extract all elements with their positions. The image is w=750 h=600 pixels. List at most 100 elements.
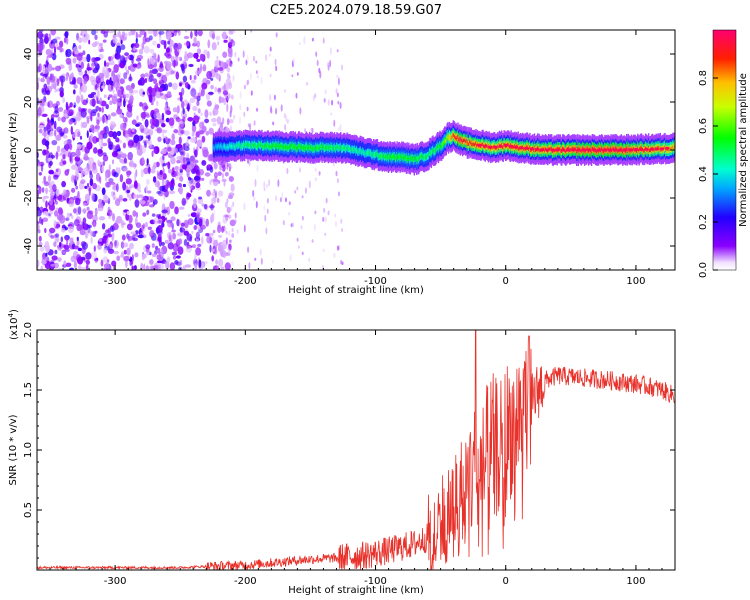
heatmap-noise-cell xyxy=(51,255,58,261)
heatmap-noise-cell xyxy=(84,146,90,154)
heatmap-noise-cell xyxy=(37,81,40,90)
heatmap-noise-cell xyxy=(119,174,124,183)
heatmap-noise-cell xyxy=(178,185,183,195)
heatmap-ridge-cell xyxy=(472,142,475,147)
heatmap-noise-cell xyxy=(184,264,192,268)
heatmap-noise-cell xyxy=(123,98,126,108)
heatmap-noise-cell xyxy=(107,138,111,144)
heatmap-noise-cell xyxy=(220,266,225,270)
heatmap-noise-cell xyxy=(123,255,130,262)
heatmap-ridge-cell xyxy=(224,144,226,149)
heatmap-noise-cell xyxy=(116,108,123,115)
heatmap-ridge-cell xyxy=(299,146,301,150)
heatmap-ridge-cell xyxy=(669,147,672,151)
heatmap-noise-cell xyxy=(308,257,311,262)
heatmap-noise-cell xyxy=(89,124,95,132)
heatmap-ridge-cell xyxy=(440,144,443,149)
heatmap-noise-cell xyxy=(269,73,272,78)
heatmap-ridge-cell xyxy=(428,153,430,157)
heatmap-noise-cell xyxy=(125,55,131,59)
heatmap-noise-cell xyxy=(157,236,162,242)
heatmap-ridge-cell xyxy=(672,145,674,149)
heatmap-noise-cell xyxy=(105,172,108,182)
heatmap-noise-cell xyxy=(255,70,258,74)
heatmap-noise-cell xyxy=(125,98,128,103)
heatmap-noise-cell xyxy=(211,42,217,51)
heatmap-noise-cell xyxy=(108,60,115,66)
heatmap-noise-cell xyxy=(126,189,131,194)
heatmap-noise-cell xyxy=(111,151,118,158)
heatmap-noise-cell xyxy=(314,167,317,172)
heatmap-noise-cell xyxy=(204,109,209,118)
heatmap-noise-cell xyxy=(143,141,147,146)
heatmap-ridge-cell xyxy=(351,147,354,152)
heatmap-noise-cell xyxy=(45,256,50,266)
heatmap-ridge-cell xyxy=(440,144,442,149)
heatmap-ridge-cell xyxy=(343,145,345,149)
heatmap-noise-cell xyxy=(49,73,55,77)
heatmap-noise-cell xyxy=(169,39,174,47)
heatmap-noise-cell xyxy=(223,39,228,43)
heatmap-noise-cell xyxy=(203,49,208,56)
heatmap-ridge-cell xyxy=(383,155,386,159)
heatmap-noise-cell xyxy=(247,123,250,128)
heatmap-ridge-peak xyxy=(519,146,524,150)
heatmap-noise-cell xyxy=(167,146,172,152)
heatmap-ridge-cell xyxy=(286,145,288,149)
heatmap-noise-cell xyxy=(53,241,57,247)
heatmap-ridge-cell xyxy=(670,146,672,150)
heatmap-noise-cell xyxy=(162,163,167,167)
heatmap-noise-cell xyxy=(107,209,113,217)
heatmap-ridge-cell xyxy=(359,148,361,152)
heatmap-noise-cell xyxy=(179,93,183,102)
heatmap-ridge-cell xyxy=(254,142,256,146)
heatmap-noise-cell xyxy=(180,151,184,155)
heatmap-noise-cell xyxy=(296,237,299,242)
heatmap-noise-cell xyxy=(152,52,157,57)
heatmap-ridge-cell xyxy=(522,146,525,151)
heatmap-noise-cell xyxy=(181,63,185,72)
heatmap-ridge-cell xyxy=(448,134,451,138)
heatmap-noise-cell xyxy=(91,215,98,222)
heatmap-noise-cell xyxy=(135,38,138,44)
heatmap-noise-cell xyxy=(148,139,153,149)
heatmap-ridge-cell xyxy=(568,146,570,151)
heatmap-noise-cell xyxy=(75,168,79,178)
heatmap-noise-cell xyxy=(68,199,75,207)
heatmap-ridge-cell xyxy=(429,150,431,154)
heatmap-noise-cell xyxy=(54,88,57,93)
heatmap-noise-cell xyxy=(86,67,93,71)
heatmap-noise-cell xyxy=(291,74,294,78)
heatmap-noise-cell xyxy=(82,167,89,176)
heatmap-noise-cell xyxy=(136,115,139,121)
heatmap-ridge-cell xyxy=(264,144,266,148)
heatmap-noise-cell xyxy=(176,105,180,114)
heatmap-ridge-peak xyxy=(503,143,508,147)
heatmap-noise-cell xyxy=(201,203,205,207)
heatmap-noise-cell xyxy=(334,213,337,218)
heatmap-noise-cell xyxy=(143,263,146,270)
heatmap-ridge-cell xyxy=(240,143,243,148)
heatmap-ridge-cell xyxy=(668,147,670,152)
heatmap-noise-cell xyxy=(156,214,161,218)
heatmap-noise-cell xyxy=(42,217,49,222)
heatmap-noise-cell xyxy=(56,126,63,133)
heatmap-noise-cell xyxy=(294,190,297,194)
heatmap-noise-cell xyxy=(125,178,132,185)
heatmap-noise-cell xyxy=(156,127,163,134)
heatmap-noise-cell xyxy=(312,95,315,102)
heatmap-noise-cell xyxy=(93,147,98,154)
heatmap-ridge-cell xyxy=(601,147,604,152)
heatmap-noise-cell xyxy=(277,179,280,188)
heatmap-noise-cell xyxy=(102,81,106,90)
heatmap-noise-cell xyxy=(204,172,211,177)
heatmap-noise-cell xyxy=(143,167,149,175)
heatmap-noise-cell xyxy=(166,61,172,70)
heatmap-noise-cell xyxy=(198,259,202,269)
heatmap-ridge-cell xyxy=(312,147,314,151)
heatmap-noise-cell xyxy=(171,147,175,153)
heatmap-noise-cell xyxy=(70,255,77,263)
heatmap-ridge-cell xyxy=(309,147,311,151)
heatmap-noise-cell xyxy=(37,223,40,231)
heatmap-noise-cell xyxy=(239,91,242,100)
